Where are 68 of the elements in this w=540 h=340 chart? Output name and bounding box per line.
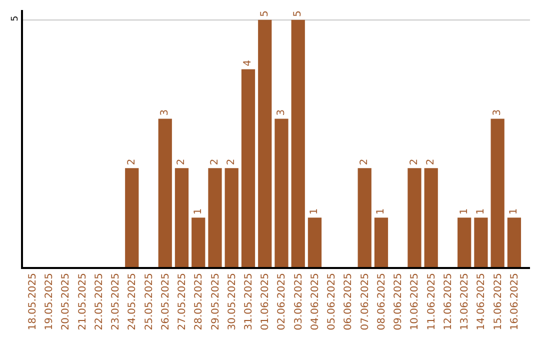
data-label: 2 bbox=[176, 158, 188, 166]
x-tick-label: 15.06.2025 bbox=[492, 273, 504, 330]
bar bbox=[241, 69, 256, 267]
data-label: 2 bbox=[126, 158, 138, 166]
x-tick-label: 12.06.2025 bbox=[442, 273, 454, 330]
bar bbox=[424, 168, 438, 267]
x-tick-label: 20.05.2025 bbox=[60, 273, 72, 330]
x-tick-label: 18.05.2025 bbox=[27, 273, 38, 330]
data-label: 4 bbox=[242, 60, 254, 66]
x-tick-label: 06.06.2025 bbox=[343, 273, 354, 330]
x-tick-label: 04.06.2025 bbox=[310, 273, 321, 330]
x-tick-label: 30.05.2025 bbox=[226, 273, 238, 330]
bar bbox=[358, 168, 372, 267]
bar bbox=[258, 20, 272, 267]
x-tick-label: 27.05.2025 bbox=[177, 273, 188, 330]
bar bbox=[374, 218, 388, 267]
x-tick-label: 16.06.2025 bbox=[509, 273, 520, 330]
x-tick-label: 21.05.2025 bbox=[77, 273, 88, 330]
x-tick-label: 28.05.2025 bbox=[194, 273, 205, 330]
x-tick-label: 25.05.2025 bbox=[144, 273, 155, 330]
data-label: 5 bbox=[292, 10, 304, 17]
bar bbox=[291, 20, 305, 267]
bar bbox=[308, 218, 322, 267]
data-label: 2 bbox=[209, 158, 220, 166]
bar bbox=[208, 168, 222, 267]
x-tick-label: 01.06.2025 bbox=[260, 273, 272, 330]
data-label: 1 bbox=[376, 208, 387, 215]
x-tick-label: 23.05.2025 bbox=[110, 273, 122, 330]
bar bbox=[224, 168, 238, 267]
bar bbox=[507, 218, 522, 267]
data-label: 1 bbox=[309, 208, 320, 215]
x-tick-label: 02.06.2025 bbox=[276, 273, 288, 330]
bar bbox=[174, 168, 189, 267]
bar bbox=[158, 118, 172, 267]
x-tick-label: 05.06.2025 bbox=[326, 273, 338, 330]
data-label: 2 bbox=[226, 158, 238, 166]
bar bbox=[192, 218, 206, 267]
data-label: 2 bbox=[426, 158, 437, 166]
data-label: 5 bbox=[259, 10, 270, 17]
x-tick-label: 10.06.2025 bbox=[410, 273, 421, 330]
bar bbox=[474, 218, 488, 267]
data-label: 1 bbox=[192, 208, 204, 215]
x-tick-label: 19.05.2025 bbox=[44, 273, 56, 330]
x-tick-label: 29.05.2025 bbox=[210, 273, 222, 330]
x-tick-label: 31.05.2025 bbox=[243, 273, 254, 330]
x-tick-label: 08.06.2025 bbox=[376, 273, 388, 330]
x-tick-label: 14.06.2025 bbox=[476, 273, 488, 330]
data-label: 3 bbox=[276, 109, 287, 116]
x-tick-label: 22.05.2025 bbox=[94, 273, 105, 330]
data-label: 2 bbox=[408, 158, 420, 166]
x-tick-label: 24.05.2025 bbox=[127, 273, 138, 330]
bar bbox=[125, 168, 139, 267]
bar bbox=[458, 218, 472, 267]
x-tick-label: 26.05.2025 bbox=[160, 273, 172, 330]
data-label: 2 bbox=[359, 158, 370, 166]
data-label: 1 bbox=[508, 208, 520, 215]
x-tick-label: 11.06.2025 bbox=[426, 273, 438, 330]
x-tick-label: 13.06.2025 bbox=[460, 273, 471, 330]
data-label: 1 bbox=[458, 208, 470, 215]
data-label: 3 bbox=[160, 109, 171, 116]
bar bbox=[408, 168, 422, 267]
x-tick-label: 07.06.2025 bbox=[360, 273, 371, 330]
bar bbox=[490, 118, 504, 267]
data-label: 3 bbox=[492, 109, 504, 116]
bar bbox=[274, 118, 288, 267]
data-label: 1 bbox=[475, 208, 486, 215]
x-tick-label: 09.06.2025 bbox=[393, 273, 404, 330]
x-tick-label: 03.06.2025 bbox=[293, 273, 304, 330]
